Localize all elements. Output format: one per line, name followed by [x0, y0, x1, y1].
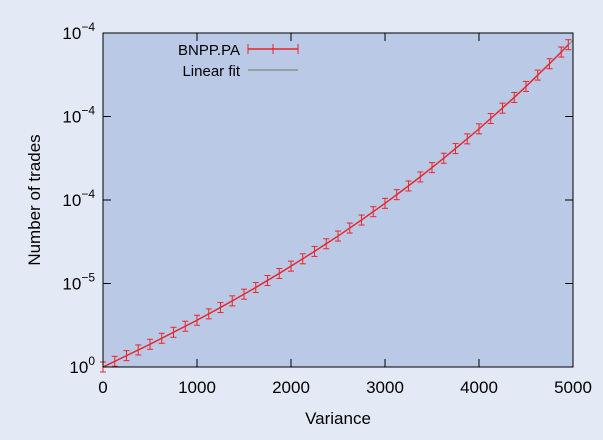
data-point [534, 69, 541, 81]
legend: BNPP.PA Linear fit [178, 42, 299, 80]
data-point [311, 245, 318, 257]
data-point [523, 80, 529, 92]
x-tick-label: 3000 [366, 378, 404, 397]
data-point [229, 295, 236, 307]
y-tick-base: 10 [62, 24, 81, 43]
x-tick-label: 0 [98, 378, 107, 397]
data-point [217, 302, 224, 314]
data-point [565, 39, 572, 51]
plot-area [103, 33, 573, 367]
y-axis-label: Number of trades [25, 134, 44, 265]
data-point [276, 267, 283, 279]
legend-label-fit: Linear fit [182, 63, 240, 80]
y-tick-exponent: 0 [88, 354, 95, 368]
data-point [440, 152, 447, 164]
x-tick-label: 4000 [460, 378, 498, 397]
x-axis-label: Variance [305, 409, 371, 428]
y-tick-label: 100 [69, 354, 95, 377]
y-tick-base: 10 [69, 358, 88, 377]
data-point [135, 344, 142, 356]
y-tick-exponent: −5 [81, 271, 95, 285]
y-tick-exponent: −4 [81, 20, 95, 34]
data-point [429, 162, 435, 174]
data-point [205, 308, 212, 320]
y-tick-exponent: −4 [81, 187, 95, 201]
y-tick-label: 10−4 [62, 104, 95, 127]
data-point [487, 113, 494, 125]
data-point [264, 274, 271, 286]
data-point [194, 314, 200, 326]
data-point [123, 350, 130, 362]
data-point [382, 197, 388, 209]
data-point [452, 143, 459, 155]
data-point [405, 180, 412, 192]
data-point [335, 230, 341, 242]
x-tick-label: 2000 [272, 378, 310, 397]
data-point [476, 123, 482, 135]
x-tick-label: 1000 [178, 378, 216, 397]
data-point [511, 91, 518, 103]
data-point [358, 214, 365, 226]
data-point [370, 206, 377, 218]
data-point [288, 260, 294, 272]
data-point [393, 189, 400, 201]
series-layer [100, 39, 572, 373]
legend-label-bnpp: BNPP.PA [178, 42, 240, 59]
y-tick-label: 10−4 [62, 20, 95, 43]
data-point [299, 253, 306, 265]
y-tick-base: 10 [62, 275, 81, 294]
data-point [147, 338, 153, 350]
y-tick-exponent: −4 [81, 104, 95, 118]
data-point [158, 332, 165, 344]
data-point [546, 58, 553, 70]
y-tick-label: 10−5 [62, 271, 95, 294]
data-point [499, 102, 506, 114]
data-point [111, 355, 118, 367]
data-point [558, 46, 565, 58]
y-tick-base: 10 [62, 108, 81, 127]
data-point [417, 171, 424, 183]
x-tick-label: 5000 [554, 378, 592, 397]
data-point [182, 320, 189, 332]
y-tick-label: 10−4 [62, 187, 95, 210]
data-point [323, 238, 330, 250]
data-point [252, 282, 259, 294]
data-point [346, 222, 353, 234]
data-point [464, 133, 471, 145]
data-point [241, 288, 247, 300]
y-tick-base: 10 [62, 191, 81, 210]
data-point [170, 326, 177, 338]
